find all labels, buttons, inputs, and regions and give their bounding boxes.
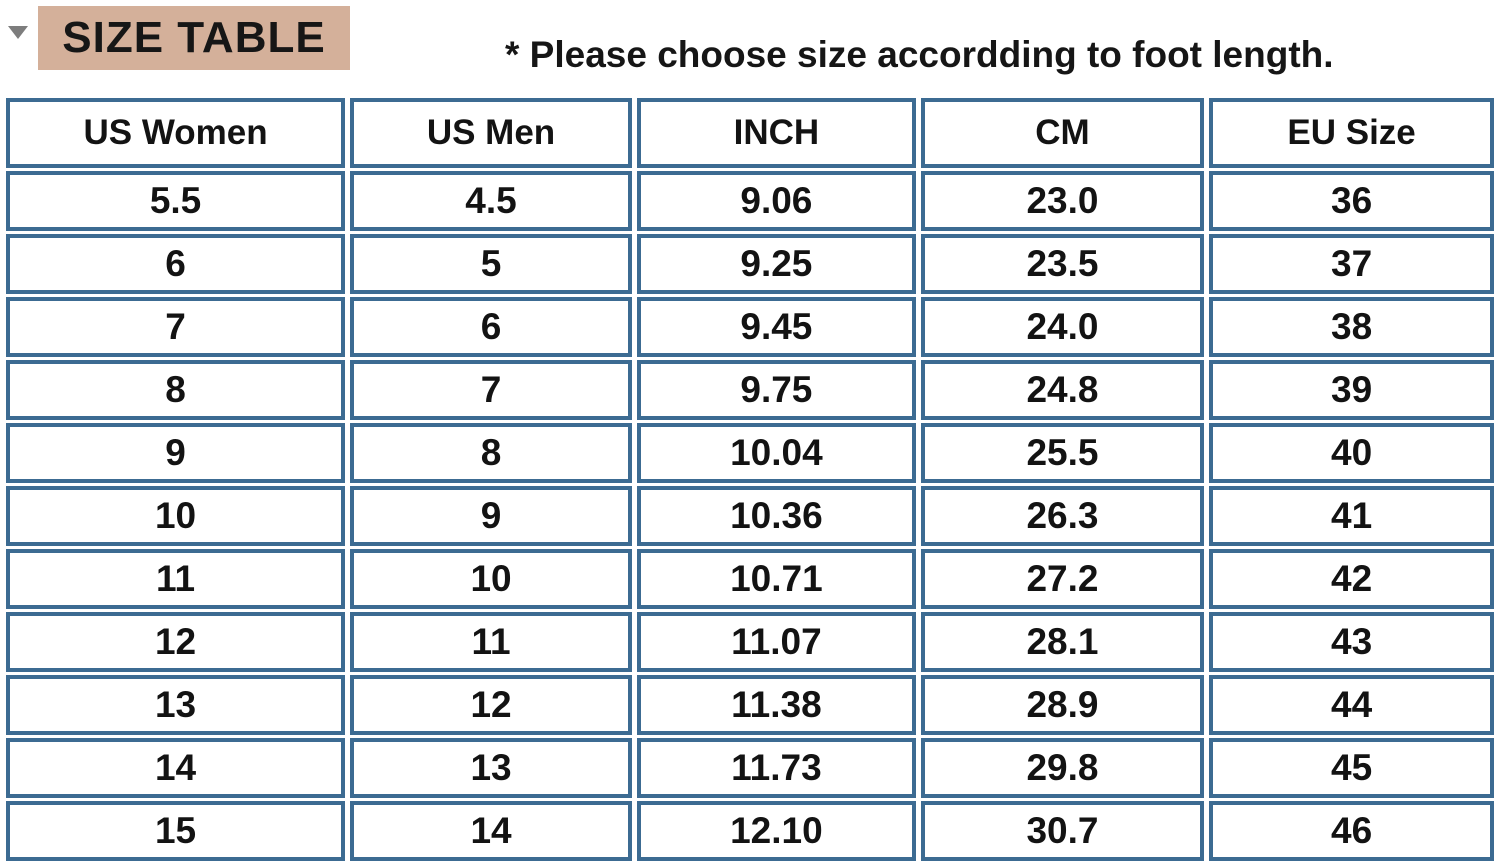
table-cell: 38 xyxy=(1209,297,1494,357)
table-row: 6 5 9.25 23.5 37 xyxy=(6,234,1494,294)
table-row: 15 14 12.10 30.7 46 xyxy=(6,801,1494,861)
table-cell: 46 xyxy=(1209,801,1494,861)
column-header-us-men: US Men xyxy=(350,98,632,168)
table-cell: 29.8 xyxy=(920,738,1205,798)
table-cell: 5.5 xyxy=(6,171,346,231)
table-cell: 14 xyxy=(6,738,346,798)
table-cell: 10 xyxy=(6,486,346,546)
table-row: 11 10 10.71 27.2 42 xyxy=(6,549,1494,609)
table-cell: 9 xyxy=(6,423,346,483)
size-table-header: US Women US Men INCH CM EU Size xyxy=(6,98,1494,168)
column-header-inch: INCH xyxy=(636,98,916,168)
table-cell: 13 xyxy=(6,675,346,735)
table-cell: 12 xyxy=(350,675,632,735)
table-cell: 43 xyxy=(1209,612,1494,672)
table-cell: 24.8 xyxy=(920,360,1205,420)
table-cell: 40 xyxy=(1209,423,1494,483)
table-cell: 7 xyxy=(6,297,346,357)
table-cell: 10.71 xyxy=(636,549,916,609)
column-header-eu-size: EU Size xyxy=(1209,98,1494,168)
table-cell: 4.5 xyxy=(350,171,632,231)
table-cell: 12.10 xyxy=(636,801,916,861)
collapse-triangle-icon[interactable] xyxy=(8,26,28,39)
size-table: US Women US Men INCH CM EU Size 5.5 4.5 9.… xyxy=(1,95,1499,864)
table-cell: 8 xyxy=(6,360,346,420)
table-cell: 11 xyxy=(350,612,632,672)
table-cell: 11.07 xyxy=(636,612,916,672)
table-cell: 10 xyxy=(350,549,632,609)
table-cell: 13 xyxy=(350,738,632,798)
table-row: 8 7 9.75 24.8 39 xyxy=(6,360,1494,420)
table-row: 14 13 11.73 29.8 45 xyxy=(6,738,1494,798)
table-cell: 10.36 xyxy=(636,486,916,546)
size-table-title: SIZE TABLE xyxy=(38,6,350,70)
table-row: 9 8 10.04 25.5 40 xyxy=(6,423,1494,483)
table-cell: 44 xyxy=(1209,675,1494,735)
table-cell: 30.7 xyxy=(920,801,1205,861)
table-cell: 9.75 xyxy=(636,360,916,420)
size-note: * Please choose size accordding to foot … xyxy=(505,34,1334,75)
table-cell: 9.06 xyxy=(636,171,916,231)
table-row: 5.5 4.5 9.06 23.0 36 xyxy=(6,171,1494,231)
table-cell: 36 xyxy=(1209,171,1494,231)
table-cell: 25.5 xyxy=(920,423,1205,483)
column-header-cm: CM xyxy=(920,98,1205,168)
table-cell: 11.38 xyxy=(636,675,916,735)
table-cell: 12 xyxy=(6,612,346,672)
table-cell: 9.25 xyxy=(636,234,916,294)
header-row: US Women US Men INCH CM EU Size xyxy=(6,98,1494,168)
table-cell: 9 xyxy=(350,486,632,546)
table-cell: 23.0 xyxy=(920,171,1205,231)
table-row: 13 12 11.38 28.9 44 xyxy=(6,675,1494,735)
table-cell: 39 xyxy=(1209,360,1494,420)
size-table-body: 5.5 4.5 9.06 23.0 36 6 5 9.25 23.5 37 7 6 9.45 24.0 38… xyxy=(6,171,1494,861)
table-cell: 37 xyxy=(1209,234,1494,294)
column-header-us-women: US Women xyxy=(6,98,346,168)
top-bar: SIZE TABLE * Please choose size accorddi… xyxy=(0,0,1500,95)
table-cell: 11.73 xyxy=(636,738,916,798)
table-cell: 41 xyxy=(1209,486,1494,546)
table-cell: 6 xyxy=(6,234,346,294)
table-row: 10 9 10.36 26.3 41 xyxy=(6,486,1494,546)
table-cell: 8 xyxy=(350,423,632,483)
table-cell: 6 xyxy=(350,297,632,357)
table-cell: 11 xyxy=(6,549,346,609)
table-row: 12 11 11.07 28.1 43 xyxy=(6,612,1494,672)
table-cell: 7 xyxy=(350,360,632,420)
table-cell: 23.5 xyxy=(920,234,1205,294)
table-cell: 10.04 xyxy=(636,423,916,483)
table-cell: 9.45 xyxy=(636,297,916,357)
table-cell: 28.1 xyxy=(920,612,1205,672)
table-cell: 27.2 xyxy=(920,549,1205,609)
table-cell: 15 xyxy=(6,801,346,861)
table-cell: 28.9 xyxy=(920,675,1205,735)
table-cell: 5 xyxy=(350,234,632,294)
table-cell: 24.0 xyxy=(920,297,1205,357)
table-cell: 42 xyxy=(1209,549,1494,609)
table-cell: 14 xyxy=(350,801,632,861)
table-cell: 26.3 xyxy=(920,486,1205,546)
table-row: 7 6 9.45 24.0 38 xyxy=(6,297,1494,357)
table-cell: 45 xyxy=(1209,738,1494,798)
